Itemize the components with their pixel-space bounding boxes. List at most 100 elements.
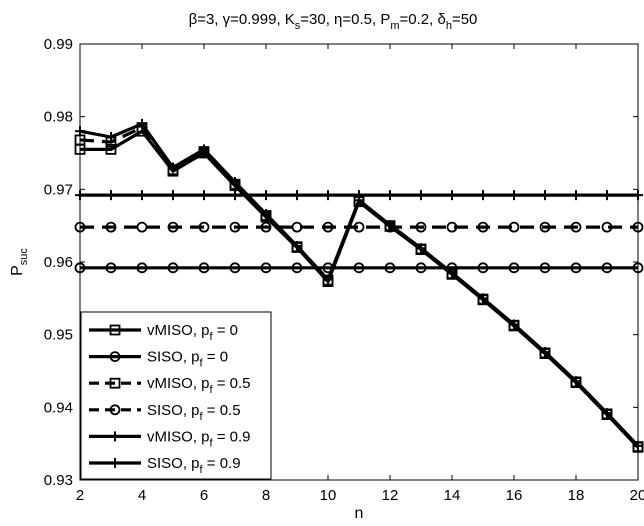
- legend-item: vMISO, pf = 0: [89, 322, 238, 343]
- square-marker: [105, 143, 117, 155]
- legend-box: [80, 311, 272, 480]
- circle-marker: [446, 221, 458, 233]
- circle-marker: [260, 262, 272, 274]
- title-part: β=3, γ=0.999, K: [189, 11, 295, 28]
- legend-label: vMISO, pf = 0: [147, 322, 238, 343]
- circle-marker: [109, 404, 121, 416]
- circle-marker: [632, 262, 644, 274]
- circle-marker: [384, 262, 396, 274]
- plus-marker: [447, 267, 457, 278]
- circle-marker: [229, 221, 241, 233]
- circle-marker: [291, 262, 303, 274]
- plus-marker: [571, 376, 581, 387]
- legend-item: vMISO, pf = 0.5: [89, 375, 251, 396]
- y-axis-ticks: 0.93 0.94 0.95 0.96 0.97 0.98 0.99: [44, 36, 638, 489]
- circle-marker: [353, 262, 365, 274]
- series-4: [74, 221, 644, 233]
- plus-marker: [633, 190, 643, 201]
- plus-marker: [509, 319, 519, 330]
- legend-label: vMISO, pf = 0.5: [147, 375, 251, 396]
- circle-marker: [109, 351, 121, 363]
- plus-marker: [261, 190, 271, 201]
- y-tick-label: 0.94: [44, 399, 73, 416]
- plus-marker: [540, 347, 550, 358]
- legend-label: vMISO, pf = 0.9: [147, 428, 251, 449]
- plus-marker: [385, 219, 395, 230]
- title-part: s: [295, 20, 301, 32]
- circle-marker: [322, 221, 334, 233]
- plus-marker: [571, 190, 581, 201]
- x-tick-label: 12: [382, 487, 399, 504]
- circle-marker: [229, 262, 241, 274]
- x-tick-label: 14: [444, 487, 461, 504]
- plus-marker: [478, 190, 488, 201]
- circle-marker: [632, 221, 644, 233]
- x-tick-label: 4: [138, 487, 146, 504]
- plus-marker: [292, 241, 302, 252]
- circle-marker: [291, 221, 303, 233]
- circle-marker: [136, 221, 148, 233]
- legend-item: SISO, pf = 0.5: [89, 402, 241, 423]
- plus-marker: [478, 293, 488, 304]
- circle-marker: [353, 221, 365, 233]
- y-tick-label: 0.93: [44, 472, 73, 489]
- series-6: [75, 190, 643, 201]
- circle-marker: [539, 262, 551, 274]
- circle-marker: [570, 262, 582, 274]
- x-tick-label: 18: [568, 487, 585, 504]
- plus-marker: [354, 190, 364, 201]
- legend-item: vMISO, pf = 0.9: [89, 428, 251, 449]
- circle-marker: [477, 221, 489, 233]
- y-axis-label: Psuc: [9, 248, 30, 276]
- x-tick-label: 2: [76, 487, 84, 504]
- circle-marker: [415, 221, 427, 233]
- legend-label: SISO, pf = 0.9: [147, 455, 241, 476]
- circle-marker: [105, 262, 117, 274]
- title-part: m: [390, 20, 399, 32]
- plus-marker: [416, 243, 426, 254]
- plus-marker: [385, 190, 395, 201]
- circle-marker: [198, 221, 210, 233]
- y-tick-label: 0.95: [44, 327, 73, 344]
- plus-marker: [110, 458, 120, 468]
- x-tick-label: 20: [630, 487, 644, 504]
- circle-marker: [74, 221, 86, 233]
- y-tick-label: 0.98: [44, 109, 73, 126]
- title-part: h: [446, 20, 452, 32]
- legend-item: SISO, pf = 0.9: [89, 455, 241, 476]
- circle-marker: [477, 262, 489, 274]
- plus-marker: [416, 190, 426, 201]
- series-2: [74, 262, 644, 274]
- plus-marker: [323, 274, 333, 285]
- plus-marker: [168, 162, 178, 173]
- circle-marker: [508, 262, 520, 274]
- circle-marker: [198, 262, 210, 274]
- circle-marker: [601, 262, 613, 274]
- plus-marker: [106, 190, 116, 201]
- chart-title: β=3, γ=0.999, Ks=30, η=0.5, Pm=0.2, δh=5…: [189, 11, 478, 32]
- plus-marker: [602, 408, 612, 419]
- plus-marker: [602, 190, 612, 201]
- circle-marker: [167, 221, 179, 233]
- plus-marker: [230, 190, 240, 201]
- plus-marker: [137, 190, 147, 201]
- circle-marker: [136, 262, 148, 274]
- title-part: =30, η=0.5, P: [300, 11, 390, 28]
- y-tick-label: 0.97: [44, 181, 73, 198]
- circle-marker: [601, 221, 613, 233]
- plus-marker: [168, 190, 178, 201]
- y-tick-label: 0.99: [44, 36, 73, 53]
- plus-marker: [540, 190, 550, 201]
- circle-marker: [74, 262, 86, 274]
- circle-marker: [105, 221, 117, 233]
- plus-marker: [509, 190, 519, 201]
- plus-marker: [75, 126, 85, 137]
- circle-marker: [508, 221, 520, 233]
- plus-marker: [261, 209, 271, 220]
- title-part: =50: [452, 11, 477, 28]
- plus-marker: [199, 144, 209, 155]
- plus-marker: [75, 190, 85, 201]
- circle-marker: [539, 221, 551, 233]
- x-tick-label: 10: [320, 487, 337, 504]
